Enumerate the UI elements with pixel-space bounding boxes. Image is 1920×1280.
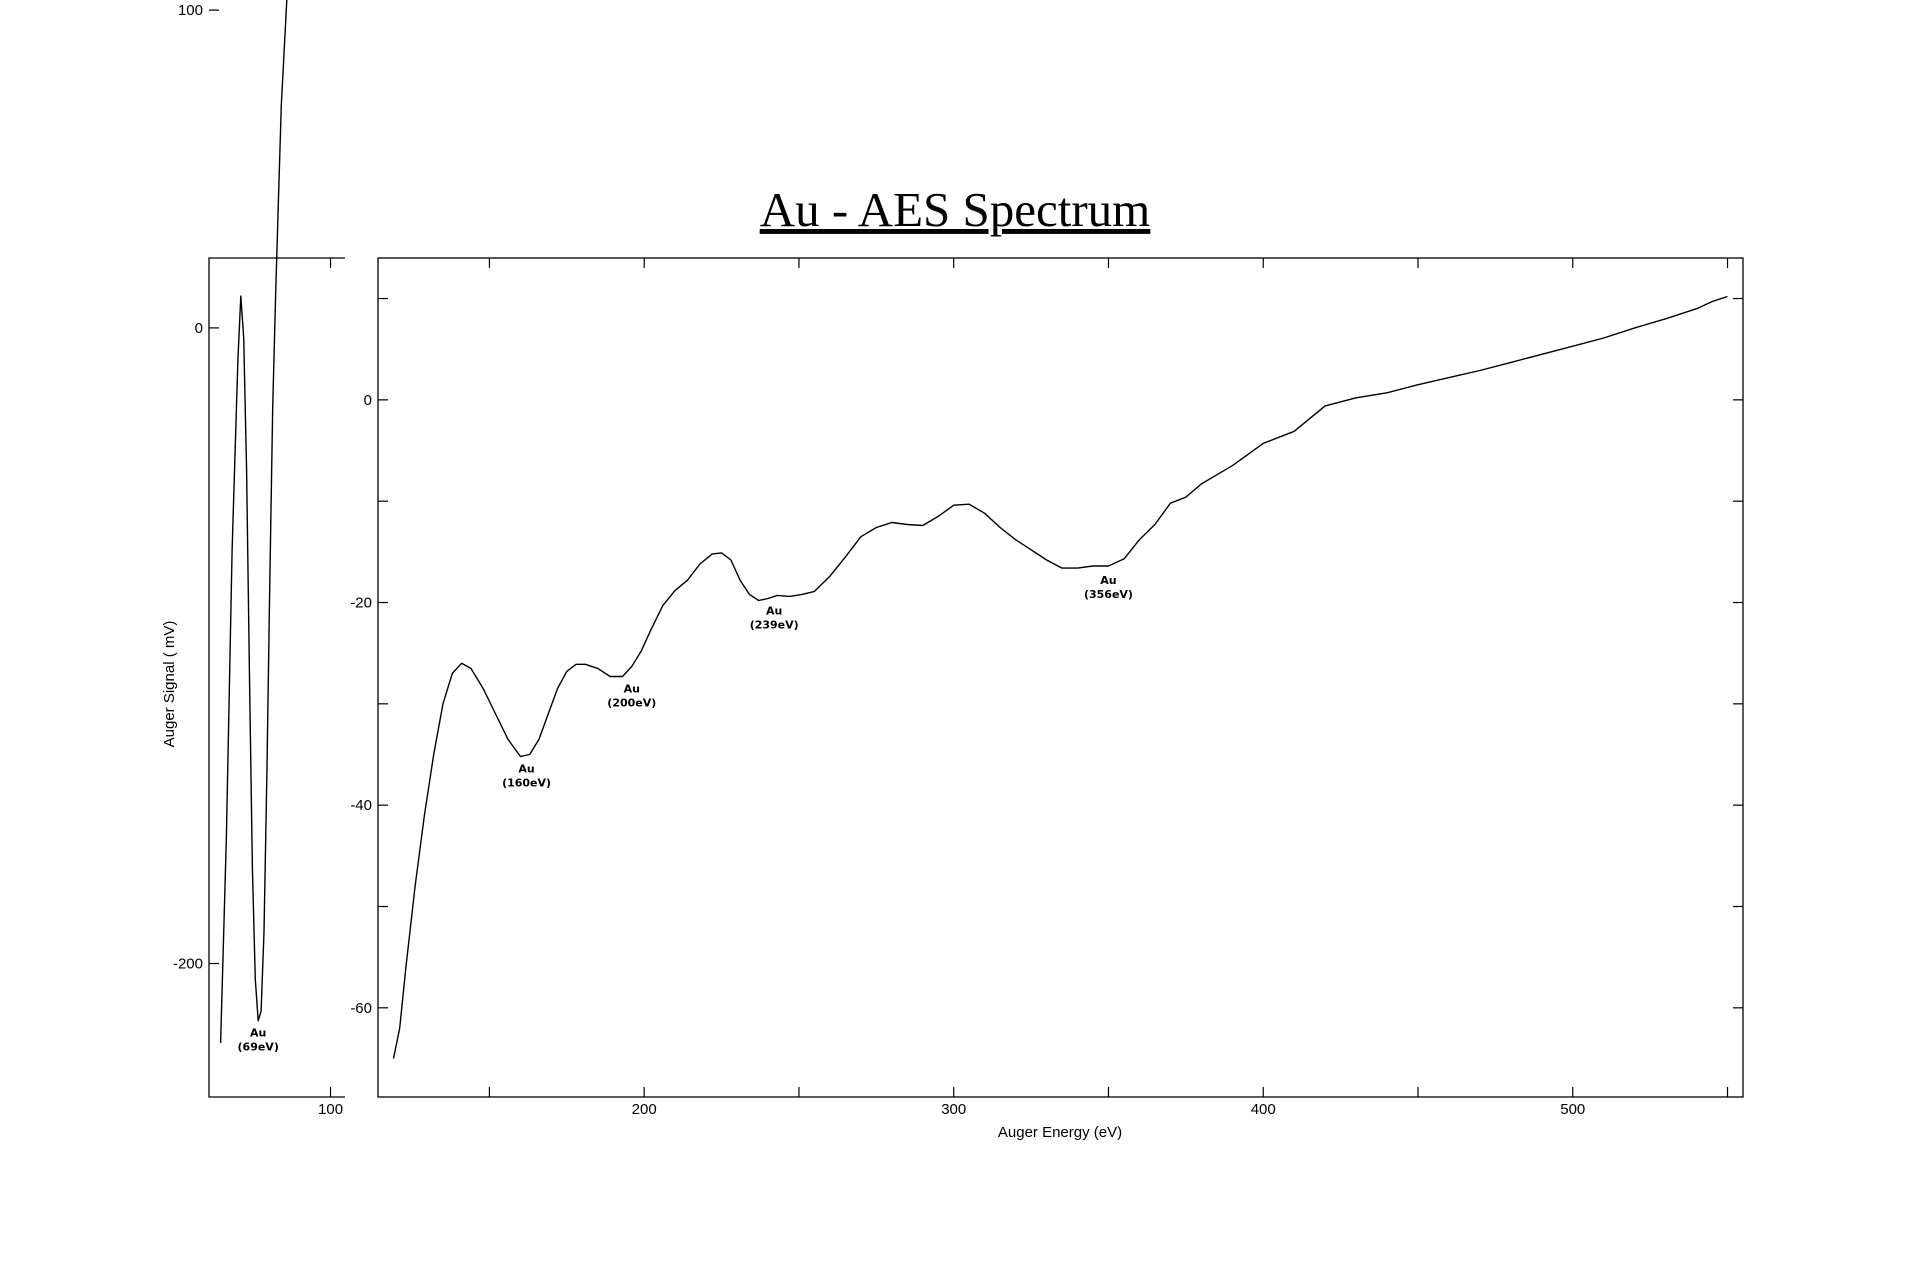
x-tick-label: 300 xyxy=(941,1101,966,1118)
y-tick-label: -200 xyxy=(173,956,203,973)
panel-frame xyxy=(377,257,1744,1098)
x-tick-label: 500 xyxy=(1560,1101,1585,1118)
y-tick-label: 100 xyxy=(178,2,203,19)
chart-title: Au - AES Spectrum xyxy=(760,182,1151,237)
x-tick-label: 100 xyxy=(318,1101,343,1118)
peak-annotation-energy: (239eV) xyxy=(750,618,799,631)
x-tick-label: 400 xyxy=(1251,1101,1276,1118)
peak-annotation-element: Au xyxy=(624,682,640,695)
y-tick-label: -20 xyxy=(350,595,372,612)
y-tick-label: -40 xyxy=(350,797,372,814)
spectrum-line xyxy=(219,0,288,1044)
x-tick-label: 200 xyxy=(632,1101,657,1118)
y-axis-label: Auger Signal ( mV) xyxy=(161,621,178,748)
y-tick-label: -60 xyxy=(350,1000,372,1017)
spectrum-line xyxy=(392,295,1728,1059)
y-tick-label: 0 xyxy=(195,320,203,337)
peak-annotation-element: Au xyxy=(518,763,534,776)
y-tick-label: 0 xyxy=(364,392,372,409)
peak-annotation-element: Au xyxy=(1100,574,1116,587)
x-axis-label: Auger Energy (eV) xyxy=(998,1124,1122,1141)
panel-low-energy: 100 0 100 -200 Au(69eV) xyxy=(173,0,345,1118)
peak-annotation-energy: (160eV) xyxy=(502,777,551,790)
peak-annotation-energy: (69eV) xyxy=(238,1041,279,1054)
peak-annotation-energy: (356eV) xyxy=(1084,588,1133,601)
peak-annotation-element: Au xyxy=(766,604,782,617)
peak-annotation-energy: (200eV) xyxy=(607,696,656,709)
panel-main-spectrum: 200 300 400 5000-20-40-60Au(160eV)Au(200eV)… xyxy=(350,257,1744,1118)
peak-annotation-element: Au xyxy=(250,1027,266,1040)
